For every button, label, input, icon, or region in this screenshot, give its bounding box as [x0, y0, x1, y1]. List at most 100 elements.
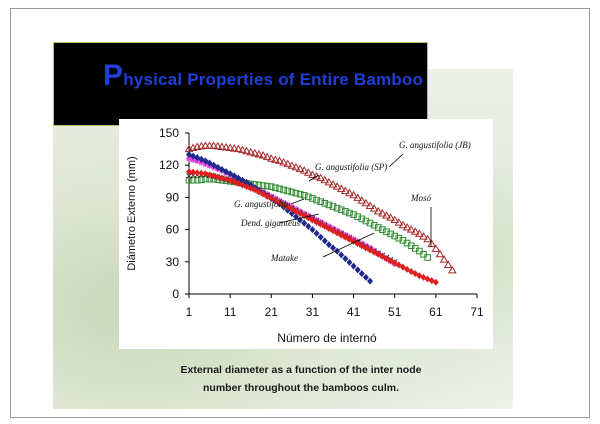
data-point	[231, 178, 238, 186]
data-point	[202, 170, 209, 178]
data-point	[301, 219, 308, 227]
annotation-leader	[322, 232, 375, 258]
data-point	[358, 270, 365, 278]
x-tick-label: 11	[224, 305, 237, 319]
x-tick-label: 61	[429, 305, 443, 319]
data-point	[395, 234, 403, 242]
data-point	[329, 203, 337, 210]
data-point	[194, 169, 201, 177]
data-point	[342, 255, 349, 263]
data-point	[402, 222, 412, 231]
data-point	[198, 169, 205, 177]
x-tick-label: 31	[306, 305, 320, 319]
data-point	[223, 168, 230, 176]
data-point	[247, 184, 254, 192]
data-point	[300, 191, 308, 199]
data-point	[361, 198, 371, 207]
data-point	[403, 239, 411, 247]
data-point	[321, 200, 329, 207]
annotation-leader	[308, 174, 320, 182]
data-point	[309, 195, 316, 202]
data-point	[205, 141, 214, 149]
data-point	[419, 232, 428, 240]
data-point	[190, 156, 197, 163]
series-annotation: G. angustifolia (SP)	[315, 162, 387, 172]
x-tick-label: 1	[186, 305, 193, 319]
data-point	[439, 255, 449, 263]
series-annotation: G. angustifolia (JB)	[399, 140, 471, 150]
y-axis-label: Diámetro Externo (mm)	[126, 156, 138, 270]
data-point	[321, 237, 328, 245]
data-point	[254, 149, 264, 158]
data-point	[209, 141, 219, 149]
data-point	[431, 244, 441, 252]
data-point	[395, 261, 402, 269]
data-point	[350, 262, 357, 270]
data-point	[206, 171, 213, 179]
data-point	[238, 145, 247, 154]
data-point	[288, 205, 295, 213]
data-point	[295, 164, 305, 172]
series-annotation: Dend. giganteus	[240, 218, 300, 228]
y-tick-label: 0	[172, 287, 179, 301]
data-point	[264, 192, 271, 200]
data-point	[386, 213, 395, 221]
data-point	[325, 241, 332, 249]
data-point	[196, 141, 206, 150]
data-point	[239, 176, 246, 184]
data-point	[321, 222, 328, 230]
data-point	[379, 226, 386, 233]
data-point	[427, 239, 437, 248]
data-point	[280, 201, 287, 209]
data-point	[218, 174, 225, 182]
data-point	[370, 222, 378, 229]
data-point	[201, 141, 210, 149]
data-point	[410, 227, 420, 235]
data-point	[296, 190, 304, 198]
data-point	[198, 155, 205, 163]
data-point	[229, 144, 239, 152]
data-point	[435, 249, 445, 258]
data-point	[383, 228, 390, 236]
data-point	[345, 188, 354, 197]
data-point	[333, 204, 341, 212]
series-annotation: Mosó	[410, 193, 431, 203]
data-point	[447, 265, 457, 274]
slide: Physical Properties of Entire Bamboo 0 30…	[10, 8, 590, 418]
x-tick-label: 51	[388, 305, 402, 319]
data-point	[346, 209, 353, 217]
data-point	[214, 163, 221, 171]
data-point	[313, 196, 320, 204]
data-point	[332, 182, 342, 190]
data-point	[214, 173, 221, 181]
data-point	[354, 213, 361, 221]
data-point	[190, 152, 197, 160]
x-tick-label: 41	[347, 305, 361, 319]
data-point	[349, 190, 358, 199]
data-point	[272, 197, 279, 205]
annotation-leader	[278, 213, 320, 224]
data-point	[262, 152, 272, 161]
x-tick-label: 71	[470, 305, 484, 319]
data-point	[330, 227, 336, 235]
data-point	[358, 215, 366, 223]
data-point	[210, 172, 217, 180]
data-point	[346, 258, 353, 266]
x-tick-label: 21	[265, 305, 279, 319]
data-point	[198, 176, 205, 183]
data-point	[288, 188, 296, 196]
figure-caption: External diameter as a function of the i…	[61, 361, 541, 397]
y-tick-label: 30	[166, 255, 180, 269]
data-point	[340, 186, 350, 194]
series-annotation: G. angustifolia	[234, 199, 289, 209]
data-point	[382, 211, 391, 219]
data-point	[369, 204, 379, 212]
data-point	[231, 172, 238, 180]
data-point	[325, 201, 333, 209]
data-point	[190, 168, 197, 176]
annotation-leader	[290, 198, 305, 205]
data-point	[353, 193, 363, 201]
data-point	[313, 229, 320, 237]
data-point	[309, 226, 316, 234]
data-point	[317, 198, 324, 205]
